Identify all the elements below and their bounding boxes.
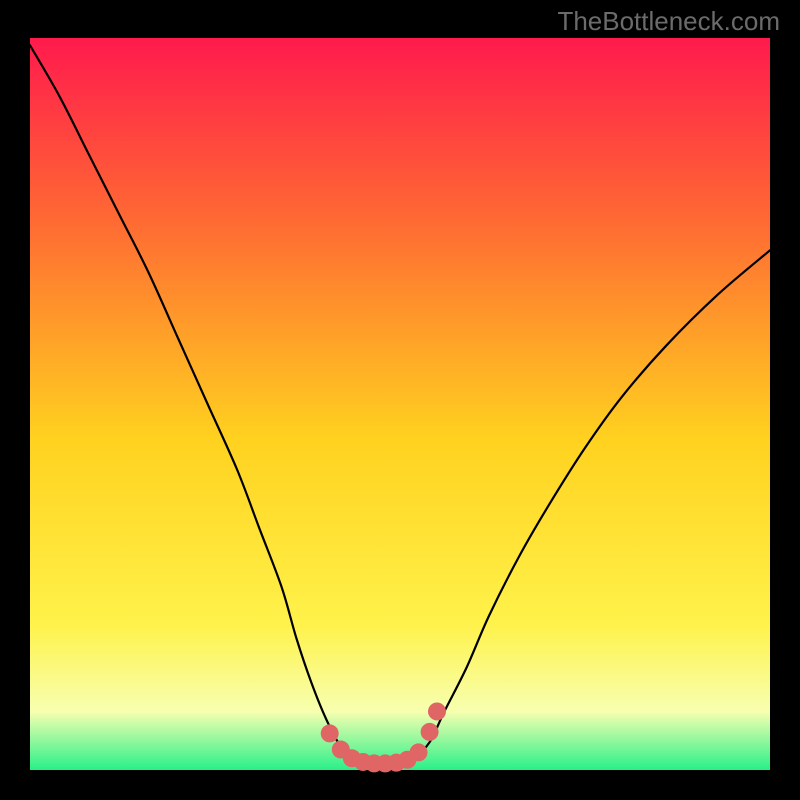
plot-background (30, 38, 770, 770)
chart-frame: TheBottleneck.com (0, 0, 800, 800)
watermark-text: TheBottleneck.com (557, 6, 780, 37)
